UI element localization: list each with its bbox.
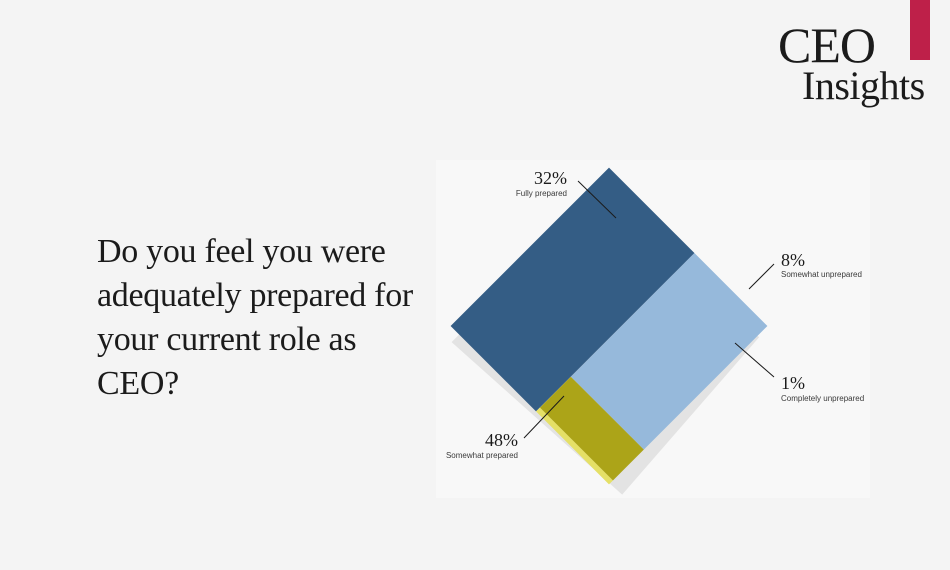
segment-somewhat-unprepared [539,376,644,481]
category-label-somewhat-prepared: Somewhat prepared [446,451,518,460]
value-label-fully-prepared: 32% [534,168,567,188]
diamond-chart: 32% Fully prepared 48% Somewhat prepared… [446,167,864,495]
ceo-insights-logo: CEO Insights [770,0,950,118]
value-label-somewhat-unprepared: 8% [781,250,805,270]
category-label-fully-prepared: Fully prepared [516,189,567,198]
leader-completely-unprepared [734,342,775,378]
value-label-somewhat-prepared: 48% [485,430,518,450]
segment-somewhat-prepared [450,167,695,412]
leader-fully-prepared [577,180,617,219]
leader-somewhat-unprepared [748,263,775,290]
category-label-somewhat-unprepared: Somewhat unprepared [781,270,862,279]
leader-somewhat-prepared [523,395,565,439]
logo-accent-bar [910,0,930,60]
logo-text-insights: Insights [802,63,925,108]
segment-completely-unprepared [536,407,613,485]
category-label-completely-unprepared: Completely unprepared [781,394,864,403]
survey-question: Do you feel you were adequately prepared… [97,233,413,402]
value-label-completely-unprepared: 1% [781,373,805,393]
segment-fully-prepared [570,253,768,450]
chart-panel: 32% Fully prepared 48% Somewhat prepared… [436,160,870,498]
logo-text-ceo: CEO [778,17,876,73]
